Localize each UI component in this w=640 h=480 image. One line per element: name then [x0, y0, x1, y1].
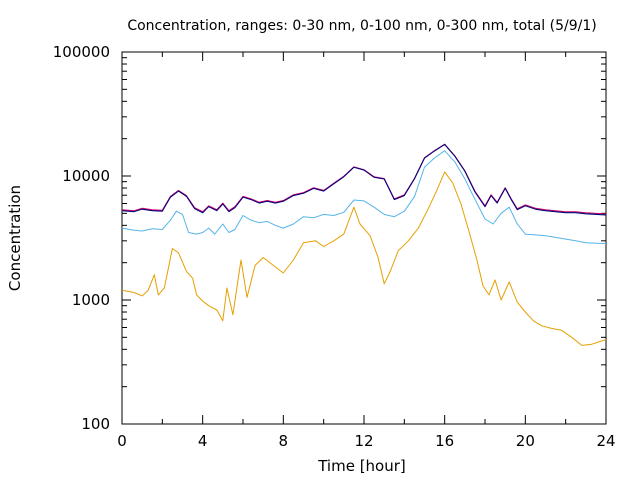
- series-line-1: [121, 150, 607, 245]
- x-axis: 0 4 8 12 16 20 24: [117, 52, 616, 450]
- y-tick-label: 100: [81, 415, 110, 433]
- y-axis: 100 1000 10000 100000: [53, 43, 606, 433]
- plot-area-frame: [121, 51, 607, 425]
- series-line-4: [121, 144, 607, 216]
- y-tick-label: 1000: [72, 291, 110, 309]
- x-tick-label: 16: [435, 432, 454, 450]
- x-tick-label: 0: [117, 432, 127, 450]
- x-tick-label: 20: [516, 432, 535, 450]
- x-tick-label: 12: [354, 432, 373, 450]
- chart-title: Concentration, ranges: 0-30 nm, 0-100 nm…: [127, 18, 596, 34]
- y-tick-label: 100000: [53, 43, 110, 61]
- x-tick-label: 4: [198, 432, 208, 450]
- x-tick-label: 8: [279, 432, 289, 450]
- x-tick-label: 24: [596, 432, 615, 450]
- series-layer: [121, 143, 607, 346]
- series-line-0: [121, 171, 607, 346]
- y-tick-label: 10000: [62, 167, 110, 185]
- y-axis-label: Concentration: [6, 185, 24, 291]
- series-line-3: [121, 143, 607, 215]
- x-axis-label: Time [hour]: [317, 457, 406, 475]
- series-line-2: [121, 143, 607, 215]
